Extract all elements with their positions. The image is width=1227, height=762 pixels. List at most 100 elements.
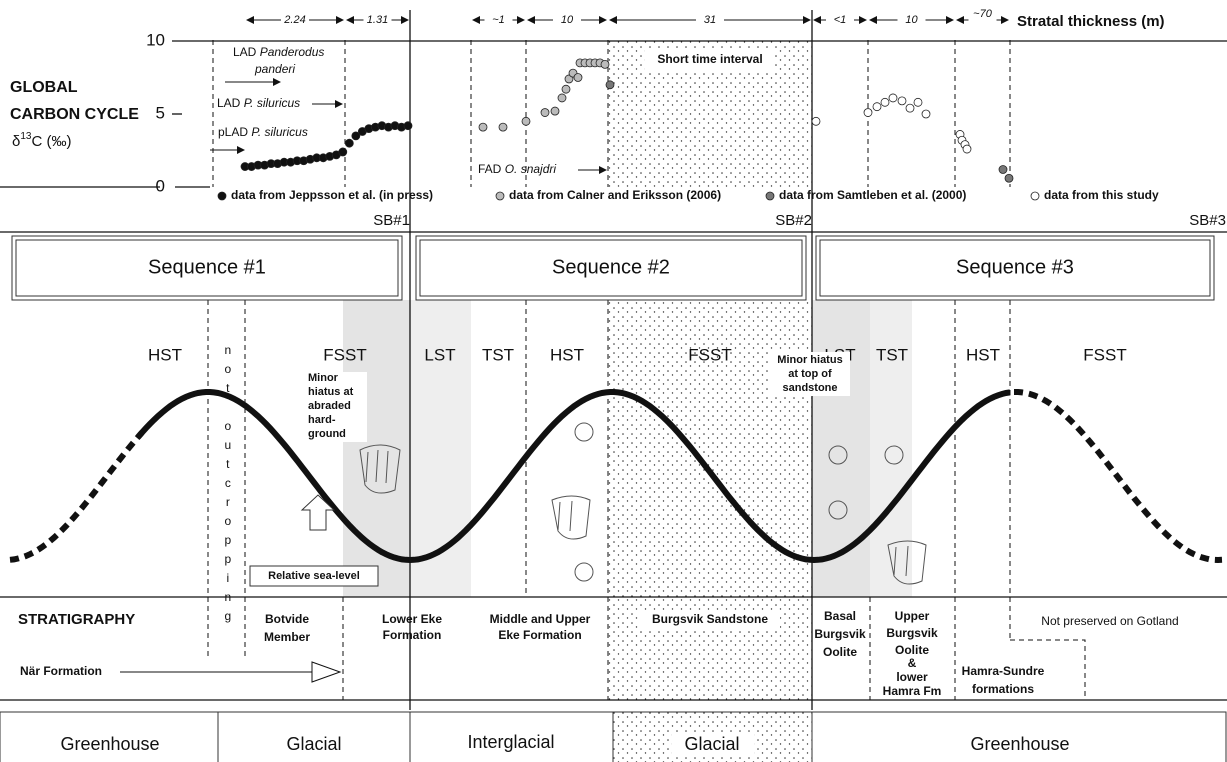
data-point (963, 145, 971, 153)
data-point (898, 97, 906, 105)
thickness-label: ~70 (973, 8, 993, 20)
thickness-label: <1 (834, 14, 847, 26)
unit: Oolite (823, 645, 857, 659)
y-tick-label: 10 (146, 30, 165, 49)
data-point (551, 107, 559, 115)
sequence-label: Sequence #3 (956, 256, 1074, 278)
tract-label: HST (966, 345, 1000, 364)
unit: Upper (895, 609, 930, 623)
data-point (906, 104, 914, 112)
page: {"chart_data":{"type":"scatter","ylabel"… (0, 0, 1227, 762)
y-tick-label: 5 (156, 103, 165, 122)
legend-label: data from Samtleben et al. (2000) (779, 188, 966, 202)
climate-label: Greenhouse (970, 734, 1069, 754)
thickness-label: 31 (704, 14, 716, 26)
data-point (339, 148, 347, 156)
axis-title: GLOBAL (10, 79, 78, 96)
top-texts: GLOBAL CARBON CYCLE δ13C (‰) LAD Pandero… (10, 13, 1165, 176)
note: sandstone (782, 382, 837, 394)
unit: Hamra Fm (883, 684, 942, 698)
axis-unit: δ13C (‰) (12, 131, 71, 150)
boundary-label: SB#3 (1189, 212, 1226, 229)
thickness-label: 10 (561, 14, 574, 26)
data-point (499, 123, 507, 131)
annotation: panderi (254, 62, 295, 76)
unit: Formation (383, 628, 442, 642)
unit: Oolite (895, 643, 929, 657)
data-point (562, 85, 570, 93)
data-point (881, 98, 889, 106)
boundary-label: SB#2 (775, 212, 812, 229)
data-point (601, 60, 609, 68)
annotation: pLAD P. siluricus (218, 125, 308, 139)
unit: Eke Formation (498, 628, 581, 642)
unit: Burgsvik (814, 627, 866, 641)
unit: Lower Eke (382, 612, 442, 626)
legend-swatch (218, 192, 226, 200)
curve-dotted (10, 433, 142, 560)
data-point (914, 98, 922, 106)
unit: Burgsvik Sandstone (652, 612, 768, 626)
thickness-label: ~1 (492, 14, 505, 26)
note: hard- (308, 414, 336, 426)
data-point (922, 110, 930, 118)
unit: Not preserved on Gotland (1041, 614, 1178, 628)
tract-label: TST (876, 345, 908, 364)
tract-label: FSST (1083, 345, 1126, 364)
unit: Middle and Upper (490, 612, 591, 626)
legend-swatch (496, 192, 504, 200)
boundary-label: SB#1 (373, 212, 410, 229)
diagram: Relative sea-level GLOBAL CARBON CYCLE δ… (0, 0, 1227, 762)
annotation: Short time interval (657, 52, 762, 66)
unit: lower (896, 670, 928, 684)
sequence-label: Sequence #2 (552, 256, 670, 278)
tract-label: FSST (323, 345, 366, 364)
data-point (999, 165, 1007, 173)
note: Minor (308, 372, 339, 384)
legend-swatch (766, 192, 774, 200)
note: abraded (308, 400, 351, 412)
note: at top of (788, 368, 832, 380)
data-point (1005, 174, 1013, 182)
curve-dotted (1014, 392, 1222, 560)
legend-label: data from this study (1044, 188, 1159, 202)
climate-label: Greenhouse (60, 734, 159, 754)
data-point (345, 139, 353, 147)
y-tick-label: 0 (156, 176, 165, 195)
thickness-title: Stratal thickness (m) (1017, 13, 1165, 30)
note: ground (308, 428, 346, 440)
unit: När Formation (20, 664, 102, 678)
stratigraphy: STRATIGRAPHY Botvide Member Lower Eke Fo… (18, 609, 1179, 698)
sequence-label: Sequence #1 (148, 256, 266, 278)
tract-label: FSST (688, 345, 731, 364)
data-point (889, 94, 897, 102)
data-point (541, 109, 549, 117)
unit: & (908, 656, 917, 670)
climate-label: Glacial (286, 734, 341, 754)
thickness-label: 10 (905, 14, 918, 26)
data-point (606, 81, 614, 89)
unit: Hamra-Sundre (962, 664, 1045, 678)
legend: data from Jeppsson et al. (in press) data… (218, 188, 1159, 202)
annotation: LAD Panderodus (233, 45, 324, 59)
data-point (558, 94, 566, 102)
unit: Botvide (265, 612, 309, 626)
note: hiatus at (308, 386, 354, 398)
data-point (404, 122, 412, 130)
data-point (479, 123, 487, 131)
tract-label: LST (424, 345, 455, 364)
data-point (522, 117, 530, 125)
legend-label: data from Jeppsson et al. (in press) (231, 188, 433, 202)
sea-level-label: Relative sea-level (268, 570, 360, 582)
tract-label: TST (482, 345, 514, 364)
legend-label: data from Calner and Eriksson (2006) (509, 188, 721, 202)
climate: Greenhouse Glacial Interglacial Glacial … (60, 732, 1069, 756)
data-point (812, 117, 820, 125)
thickness-label: 1.31 (367, 14, 388, 26)
unit: Burgsvik (886, 626, 938, 640)
data-point (864, 109, 872, 117)
strat-title: STRATIGRAPHY (18, 611, 135, 628)
climate-label: Interglacial (467, 732, 554, 752)
not-outcropping: not outcropping (221, 343, 235, 628)
